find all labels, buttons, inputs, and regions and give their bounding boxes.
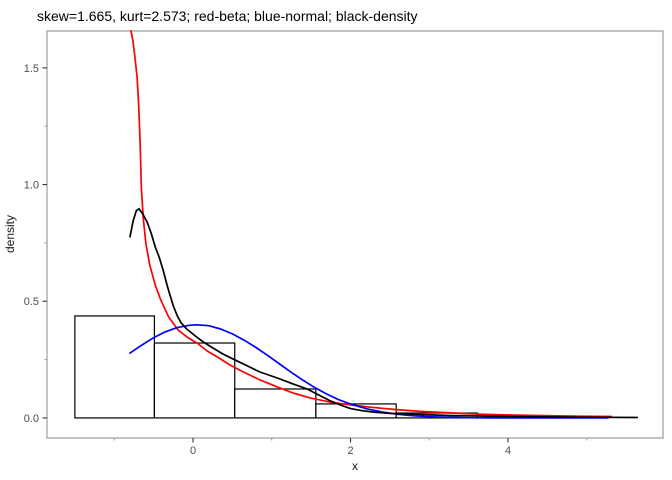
histogram-bar (74, 315, 156, 419)
x-axis-label: x (352, 459, 358, 473)
normal-curve (129, 323, 609, 419)
density-curve (129, 207, 639, 419)
y-axis-label: density (3, 215, 17, 253)
x-tick-label: 4 (505, 445, 511, 457)
histogram-bar (234, 388, 317, 419)
y-tick-label: 0.0 (24, 413, 39, 425)
y-tick-label: 0.5 (24, 296, 39, 308)
chart-title: skew=1.665, kurt=2.573; red-beta; blue-n… (37, 8, 418, 24)
y-tick-label: 1.5 (24, 63, 39, 75)
histogram-bar (153, 342, 236, 419)
y-tick-label: 1.0 (24, 180, 39, 192)
x-tick-label: 2 (347, 445, 353, 457)
plot-panel: 0 2 4 0.0 0.5 1.0 1.5 (24, 29, 664, 457)
x-tick-label: 0 (190, 445, 196, 457)
beta-curve (130, 29, 613, 418)
